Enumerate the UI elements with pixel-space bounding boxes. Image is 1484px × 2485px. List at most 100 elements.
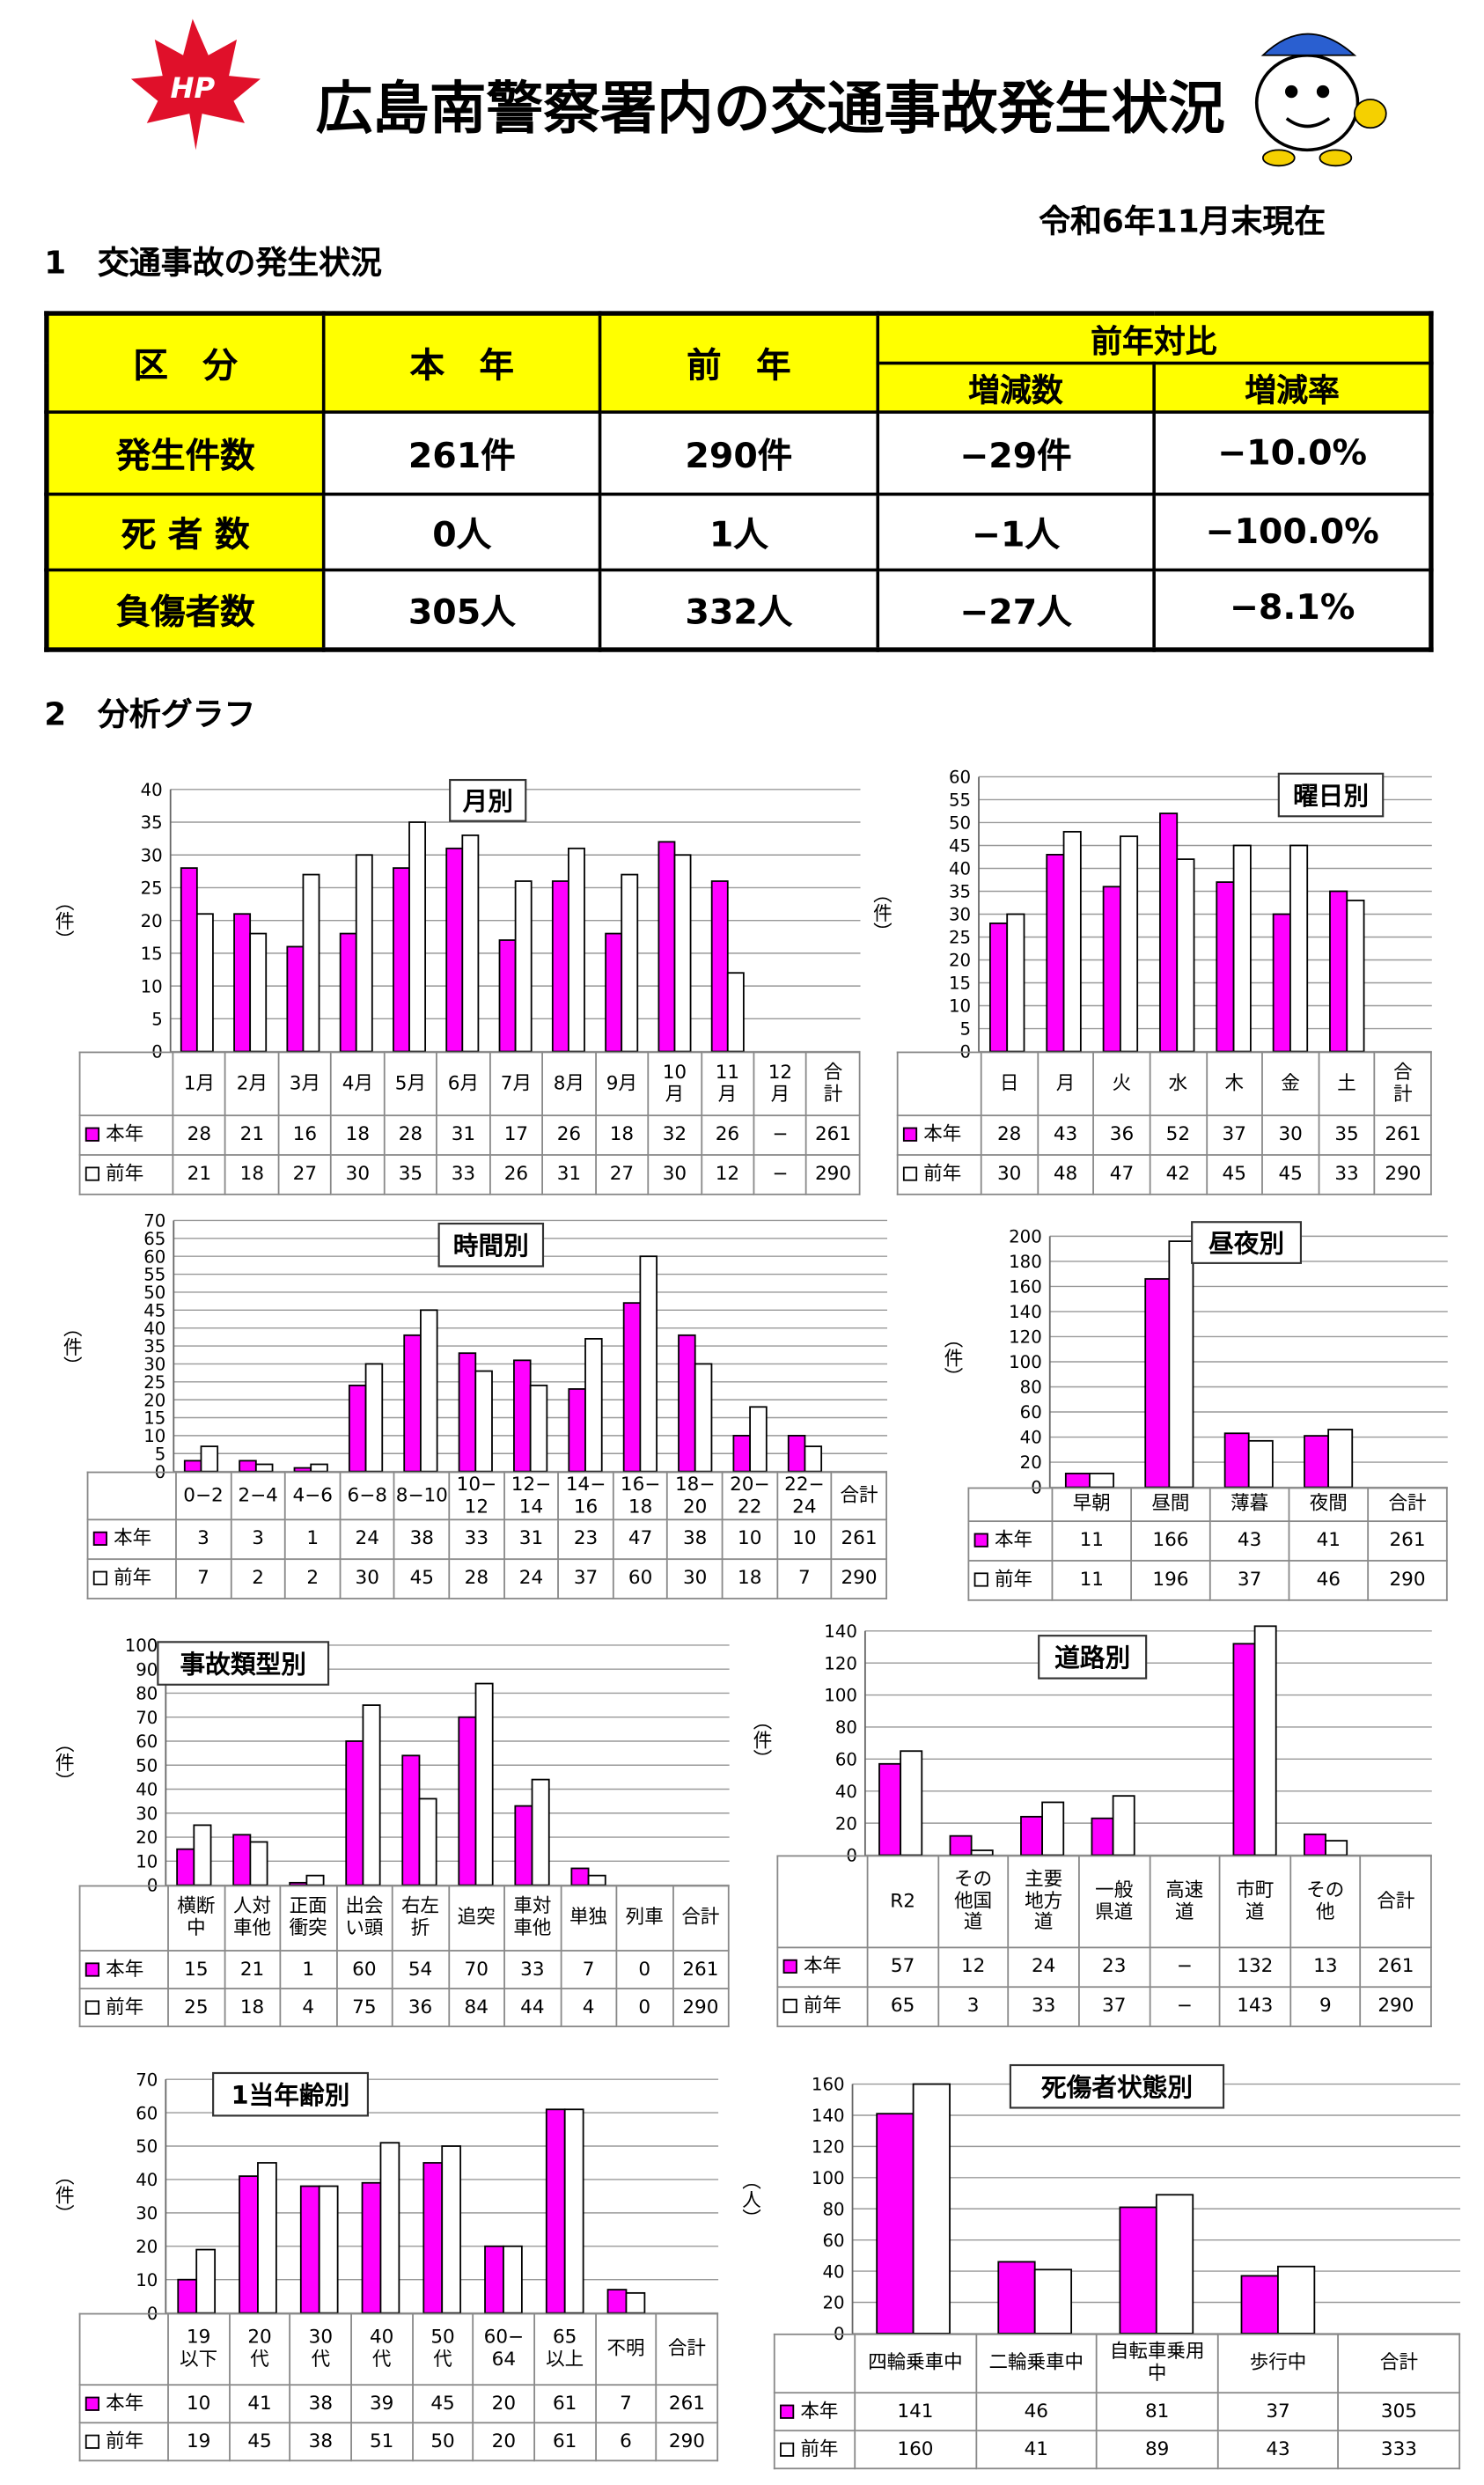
x-tick-label: 2月 bbox=[224, 1051, 280, 1117]
y-tick-label: 200 bbox=[1009, 1227, 1042, 1247]
x-tick-label: 8−10 bbox=[393, 1471, 451, 1521]
value-cell: 7 bbox=[594, 2384, 658, 2424]
bar bbox=[900, 1750, 923, 1856]
data-table: 早朝 昼間 薄暮 夜間 合計 本年 11 166 43 41 261 前年 11 196 37 46 290 bbox=[967, 1487, 1448, 1601]
bar bbox=[989, 923, 1009, 1053]
value-cell: 10 bbox=[775, 1518, 833, 1561]
y-tick-label: 120 bbox=[824, 1653, 857, 1673]
bar bbox=[531, 1778, 550, 1886]
value-cell: 18 bbox=[224, 1154, 280, 1195]
value-cell: 19 bbox=[167, 2422, 231, 2462]
value-cell: 37 bbox=[1077, 1986, 1150, 2027]
value-cell: 36 bbox=[391, 1988, 450, 2027]
bar bbox=[339, 932, 357, 1053]
series-row: 本年 11 166 43 41 261 bbox=[967, 1520, 1448, 1562]
y-tick-label: 20 bbox=[136, 2237, 158, 2257]
y-tick-label: 20 bbox=[949, 951, 971, 971]
legend-entry: 前年 bbox=[776, 1986, 869, 2027]
y-tick-label: 60 bbox=[136, 1731, 158, 1752]
value-cell: 45 bbox=[1205, 1154, 1264, 1195]
x-tick-label: 木 bbox=[1205, 1051, 1264, 1117]
x-tick-label: 自転車乗用 中 bbox=[1096, 2333, 1219, 2394]
value-cell: 4 bbox=[279, 1988, 337, 2027]
bar bbox=[200, 1445, 219, 1473]
value-cell: 26 bbox=[541, 1114, 597, 1156]
value-cell: 7 bbox=[559, 1950, 618, 1989]
x-tick-label: 9月 bbox=[594, 1051, 650, 1117]
bar bbox=[1216, 881, 1235, 1053]
title-box bbox=[1038, 1635, 1148, 1680]
value-cell: 3 bbox=[230, 1518, 287, 1561]
value-cell: 41 bbox=[974, 2430, 1098, 2470]
legend-label: 前年 bbox=[106, 1995, 144, 2018]
x-tick-label: その 他 bbox=[1289, 1855, 1362, 1949]
data-row: 死 者 数 0人 1人 −1人 −100.0% bbox=[45, 492, 1433, 572]
bar bbox=[584, 1337, 603, 1473]
bar bbox=[1223, 1432, 1250, 1489]
bar bbox=[249, 1841, 268, 1886]
total-header: 合計 bbox=[672, 1885, 730, 1952]
bar bbox=[726, 972, 745, 1053]
header-row: 1月 2月 3月 4月 5月 6月 7月 8月 9月 10 月 11 月 12 月合 計 bbox=[78, 1051, 861, 1117]
x-tick-label: 7月 bbox=[489, 1051, 544, 1117]
y-tick-label: 140 bbox=[812, 2106, 845, 2126]
legend-entry: 本年 bbox=[78, 2384, 169, 2424]
value-cell: 37 bbox=[1205, 1114, 1264, 1156]
value-cell: 36 bbox=[1092, 1114, 1151, 1156]
value-cell: 81 bbox=[1096, 2392, 1219, 2432]
x-tick-label: 火 bbox=[1092, 1051, 1151, 1117]
bar bbox=[345, 1740, 364, 1886]
legend-label: 前年 bbox=[106, 1162, 144, 1185]
value-cell: 38 bbox=[289, 2422, 352, 2462]
x-tick-label: 正面 衝突 bbox=[279, 1885, 337, 1952]
series-row: 本年 3 3 1 24 38 33 31 23 47 38 10 10 261 bbox=[86, 1518, 887, 1561]
row-label: 負傷者数 bbox=[45, 568, 326, 651]
y-tick-label: 5 bbox=[960, 1019, 972, 1040]
y-axis-label: （人） bbox=[738, 2171, 760, 2228]
legend-entry: 本年 bbox=[776, 1946, 869, 1989]
chart-title: 時間別 bbox=[453, 1231, 529, 1261]
x-tick-label: 歩行中 bbox=[1216, 2333, 1340, 2394]
bar bbox=[732, 1434, 751, 1473]
y-tick-label: 30 bbox=[143, 1355, 165, 1375]
bar bbox=[177, 2278, 198, 2314]
y-tick-label: 10 bbox=[141, 976, 163, 996]
y-tick-label: 80 bbox=[1020, 1378, 1042, 1398]
bar bbox=[804, 1445, 823, 1473]
mascot-body bbox=[1254, 53, 1360, 152]
y-tick-label: 35 bbox=[949, 882, 971, 902]
value-cell: 143 bbox=[1218, 1986, 1291, 2027]
y-tick-label: 5 bbox=[151, 1009, 163, 1029]
mascot-mouth bbox=[1285, 117, 1331, 129]
x-tick-label: 40 代 bbox=[350, 2312, 414, 2386]
header-cell: 前年対比 bbox=[875, 312, 1433, 365]
legend-label: 本年 bbox=[114, 1526, 152, 1549]
x-tick-label: 14− 16 bbox=[557, 1471, 614, 1521]
value-cell: − bbox=[753, 1114, 808, 1156]
value-cell: 0 bbox=[615, 1950, 673, 1989]
legend-label: 本年 bbox=[800, 2399, 839, 2422]
x-tick-label: 2−4 bbox=[230, 1471, 287, 1521]
x-tick-label: 65 以上 bbox=[533, 2312, 597, 2386]
bar bbox=[1119, 835, 1139, 1053]
corner-cell bbox=[86, 1471, 177, 1521]
value-cell: 0 bbox=[615, 1988, 673, 2027]
legend-label: 前年 bbox=[800, 2437, 839, 2459]
value-cell: 160 bbox=[854, 2430, 977, 2470]
bar bbox=[195, 913, 214, 1053]
total-cell: 290 bbox=[672, 1988, 730, 2027]
bar bbox=[1064, 1472, 1091, 1489]
value-cell: 10 bbox=[721, 1518, 778, 1561]
value-cell: 18 bbox=[330, 1114, 386, 1156]
mascot-eye bbox=[1284, 85, 1298, 99]
mascot-foot bbox=[1319, 149, 1353, 167]
legend-marker bbox=[782, 1998, 797, 2014]
bar bbox=[1346, 899, 1365, 1053]
value-cell: 89 bbox=[1096, 2430, 1219, 2470]
bar bbox=[1006, 913, 1025, 1053]
bar bbox=[484, 2245, 504, 2314]
y-tick-label: 30 bbox=[136, 2203, 158, 2224]
